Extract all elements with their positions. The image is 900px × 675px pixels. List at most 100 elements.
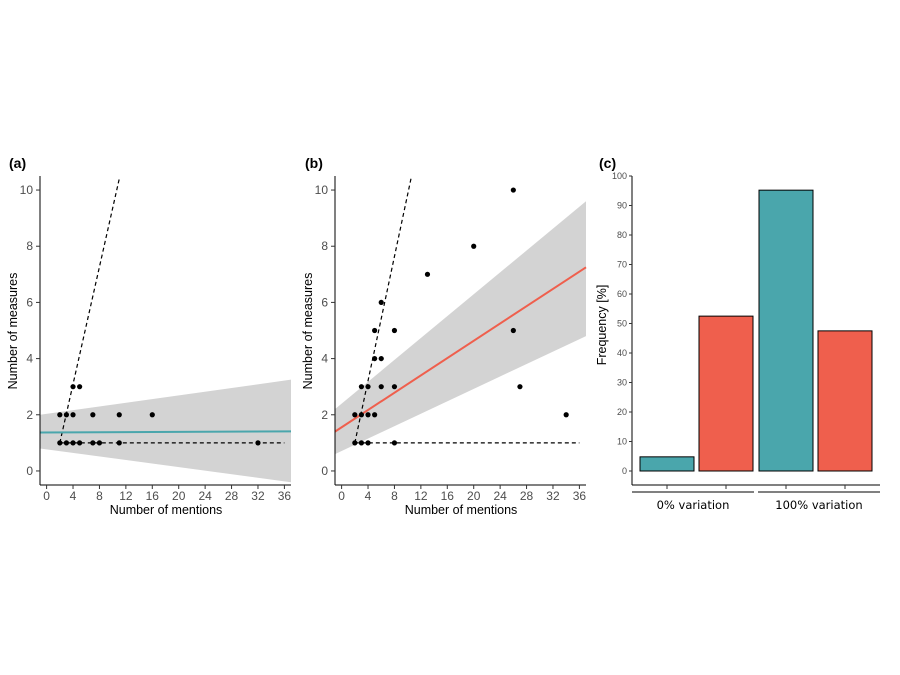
panel-b-x-tick-label: 12 [414,489,428,503]
panel-b-data-point [471,243,477,249]
panel-a-data-point [70,384,76,390]
panel-b-y-tick-label: 8 [321,239,328,253]
panel-b-data-point [372,355,378,362]
panel-a-x-axis-title: Number of mentions [110,503,223,517]
panel-c-y-tick-label: 90 [617,201,627,211]
panel-c-y-tick-label: 80 [617,230,627,240]
panel-a-y-tick-label: 6 [26,295,33,309]
panel-b-data-point [358,384,365,390]
panel-c-y-tick-label: 70 [617,260,627,270]
panel-c-bar [639,456,695,472]
panel-a-regression-line [39,430,292,434]
panel-b-x-tick-label: 36 [573,489,587,503]
panel-a-data-point [96,440,103,446]
panel-a-fit-line [39,430,292,434]
panel-b-data-point [372,327,378,334]
panel-b-data-point [372,412,378,418]
panel-c-y-tick-label: 60 [617,289,627,299]
panel-a-data-point [70,412,76,418]
panel-a-y-tick-label: 4 [26,352,33,366]
panel-a-data-point [255,440,261,446]
panel-b-data-point [352,412,358,418]
panel-b-x-tick-label: 4 [365,489,372,503]
panel-b-data-point [517,384,523,390]
panel-c-y-tick-label: 100 [612,171,627,181]
panel-b-data-point [365,412,371,418]
panel-b-y-tick-label: 6 [321,295,328,309]
panel-a-data-point [77,440,83,446]
panel-b-x-tick-label: 24 [493,489,507,503]
panel-a-data-point [90,412,96,418]
panel-c-bar [817,330,873,472]
panel-b-points [352,187,569,446]
panel-b-data-point [365,440,371,446]
panel-c-bars [639,189,873,472]
panel-a-data-point [90,440,96,446]
panel-a-data-point [63,412,70,418]
panel-a-x-tick-label: 32 [251,489,265,503]
panel-b-data-point [510,327,516,334]
panel-b-data-point [391,384,398,390]
panel-b-data-point [352,440,358,446]
panel-a-y-axis-title: Number of measures [6,273,20,390]
panel-b-data-point [391,327,398,334]
panel-b-y-axis-title: Number of measures [301,273,315,390]
panel-c-group-label: 0% variation [657,498,730,512]
panel-b-data-point [510,187,516,193]
panel-a-x-tick-label: 16 [146,489,160,503]
panel-a-x-tick-label: 20 [172,489,186,503]
panel-b-data-point [424,271,431,277]
panel-a-y-tick-label: 0 [26,464,33,478]
panel-a-data-point [116,440,122,446]
panel-a-x-tick-label: 4 [70,489,77,503]
panel-a-points [57,384,261,446]
panel-b-dashed-line [354,178,412,443]
panel-b-x-tick-label: 32 [546,489,560,503]
panel-b-data-point [378,299,384,306]
panel-a-y-tick-label: 10 [20,183,34,197]
panel-c-group-axis: 0% variation 100% variation [632,491,880,512]
panel-c-y-tick-label: 10 [617,437,627,447]
panel-b-data-point [358,440,365,446]
panel-b-x-tick-label: 0 [338,489,345,503]
panel-b-data-point [358,412,365,418]
panel-a-dashed-line [59,178,120,443]
panel-b-regression-line [334,266,587,433]
panel-c-y-tick-label: 30 [617,378,627,388]
panel-c-y-axis-title: Frequency [%] [595,285,609,366]
panel-a-x-tick-label: 0 [43,489,50,503]
panel-c-y-tick-label: 20 [617,407,627,417]
panel-c-axes: 0 10 20 30 40 50 60 70 80 90 100 [612,171,880,489]
panel-c: (c) 0 10 20 30 40 50 60 70 80 90 100 Frequency [%]… [595,155,880,512]
panel-a-y-tick-label: 2 [26,408,33,422]
panel-b-x-tick-label: 8 [391,489,398,503]
panel-a-label: (a) [9,155,26,171]
panel-c-y-tick-label: 0 [622,466,627,476]
panel-c-y-tick-label: 50 [617,319,627,329]
panel-c-group-label: 100% variation [775,498,862,512]
panel-b-y-tick-label: 10 [315,183,329,197]
panel-a-data-point [57,412,63,418]
panel-b-y-tick-label: 4 [321,352,328,366]
panel-a-data-point [77,384,83,390]
panel-a-data-point [63,440,70,446]
panel-a-x-tick-label: 24 [198,489,212,503]
panel-a-data-point [116,412,122,418]
panel-a-y-tick-label: 8 [26,239,33,253]
panel-a-data-point [149,412,155,418]
panel-c-bar [758,189,814,472]
panel-a-x-tick-label: 36 [278,489,292,503]
panel-b-x-tick-label: 20 [467,489,481,503]
panel-a-x-tick-label: 28 [225,489,239,503]
panel-b-data-point [563,412,569,418]
panel-a-data-point [57,440,63,446]
panel-b-data-point [365,384,371,390]
panel-b-data-point [378,384,384,390]
panel-b-data-point [391,440,398,446]
panel-c-y-tick-label: 40 [617,348,627,358]
panel-b-label: (b) [305,155,323,171]
